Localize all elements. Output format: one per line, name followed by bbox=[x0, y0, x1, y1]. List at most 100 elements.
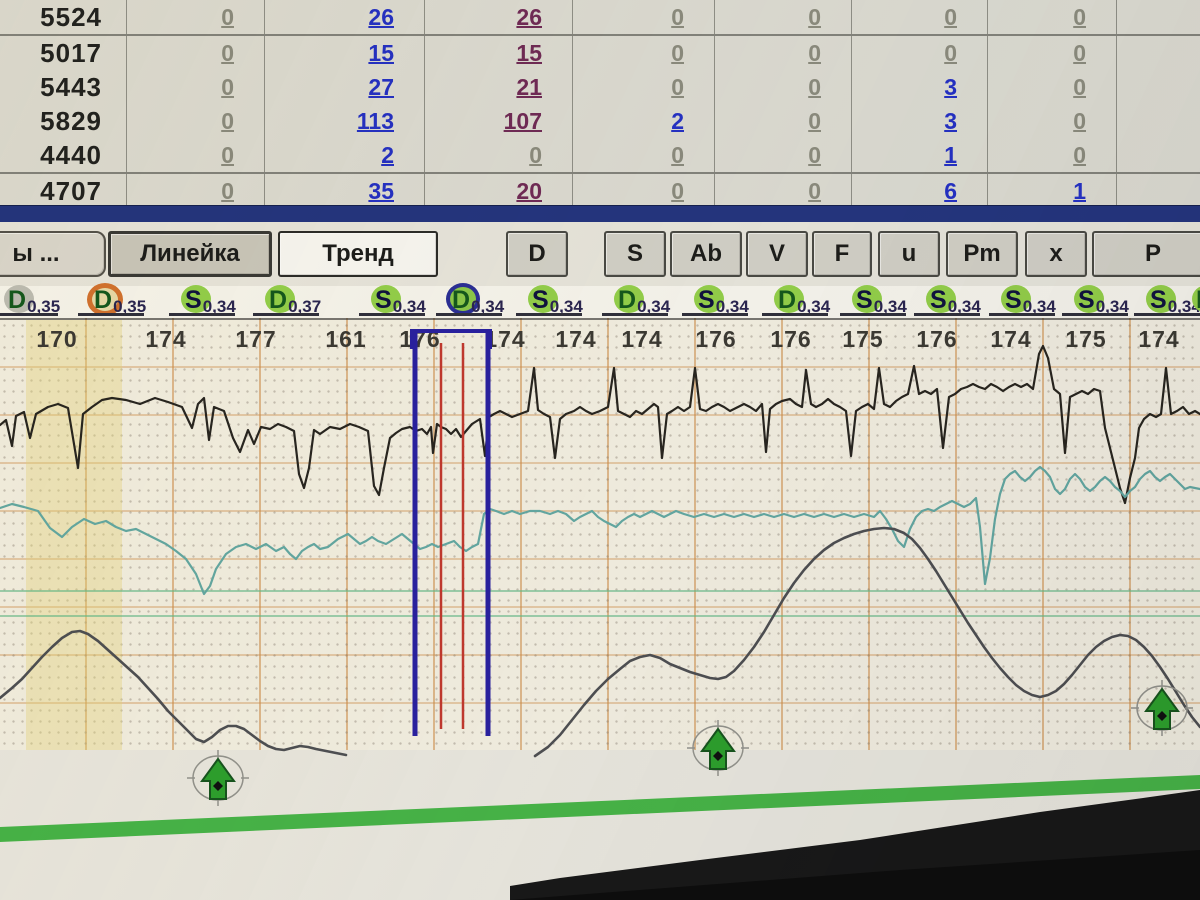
table-cell-link[interactable]: 0 bbox=[221, 107, 234, 134]
beat-interval-value: 0,34 bbox=[1095, 297, 1129, 316]
table-cell-link[interactable]: 35 bbox=[368, 177, 394, 204]
beat-letter: S bbox=[856, 286, 873, 314]
beat-rate-value: 176 bbox=[770, 326, 812, 352]
beat-underline bbox=[436, 313, 502, 316]
table-cell-link[interactable]: 20 bbox=[516, 177, 542, 204]
table-cell-link[interactable]: 107 bbox=[503, 107, 542, 134]
table-cell-link[interactable]: 0 bbox=[671, 141, 684, 168]
table-cell-link[interactable]: 0 bbox=[221, 3, 234, 30]
table-cell: 0 bbox=[127, 70, 265, 104]
beat-letter: D bbox=[269, 286, 288, 314]
table-cell-link[interactable]: 0 bbox=[221, 141, 234, 168]
table-cell-link[interactable]: 0 bbox=[808, 3, 821, 30]
beat-badge[interactable]: D0,35 bbox=[0, 285, 60, 318]
beat-rate-value: 174 bbox=[621, 326, 663, 352]
table-cell-link[interactable]: 0 bbox=[808, 73, 821, 100]
beat-badge[interactable]: S0,34 bbox=[914, 285, 981, 318]
beat-badge[interactable]: S0,34 bbox=[516, 285, 583, 318]
beat-underline bbox=[914, 313, 980, 316]
beat-letter: S bbox=[185, 286, 202, 314]
table-cell: 0 bbox=[573, 70, 715, 104]
table-row-header-cell: 5443 bbox=[0, 70, 127, 104]
table-cell: 1 bbox=[988, 174, 1117, 205]
beat-interval-value: 0,34 bbox=[392, 297, 426, 316]
table-cell-link[interactable]: 2 bbox=[381, 141, 394, 168]
table-cell: 0 bbox=[852, 0, 988, 34]
table-cell-link[interactable]: 2 bbox=[671, 107, 684, 134]
table-cell-link[interactable]: 15 bbox=[516, 39, 542, 66]
event-arrow-marker[interactable] bbox=[187, 750, 249, 806]
beat-interval-value: 0,34 bbox=[549, 297, 583, 316]
beat-badge[interactable]: S0,34 bbox=[359, 285, 426, 318]
table-cell-link[interactable]: 0 bbox=[808, 39, 821, 66]
table-cell-link[interactable]: 0 bbox=[1073, 39, 1086, 66]
table-cell-link[interactable]: 0 bbox=[221, 177, 234, 204]
table-cell-link[interactable]: 3 bbox=[944, 73, 957, 100]
beat-badge[interactable]: S0,34 bbox=[840, 285, 907, 318]
table-cell-empty bbox=[1117, 174, 1200, 205]
table-cell-link[interactable]: 0 bbox=[671, 3, 684, 30]
beat-badge[interactable]: S0,34 bbox=[989, 285, 1056, 318]
table-cell: 15 bbox=[425, 36, 573, 70]
toolbar-button-линейка[interactable]: Линейка bbox=[108, 231, 272, 277]
beat-badge[interactable]: D bbox=[1192, 285, 1200, 318]
toolbar-button-pm[interactable]: Pm bbox=[946, 231, 1018, 277]
toolbar-button-ы[interactable]: ы ... bbox=[0, 231, 106, 277]
beat-rate-value: 174 bbox=[1138, 326, 1180, 352]
toolbar-button-v[interactable]: V bbox=[746, 231, 808, 277]
table-cell-link[interactable]: 0 bbox=[808, 141, 821, 168]
trend-chart-area: 170 174 177 161 176 174 174 174 176 176 175 176 174 1… bbox=[0, 318, 1200, 750]
beat-letter: S bbox=[532, 286, 549, 314]
beat-underline bbox=[682, 313, 748, 316]
beat-interval-value: 0,34 bbox=[873, 297, 907, 316]
table-cell-link[interactable]: 0 bbox=[671, 177, 684, 204]
beat-badge[interactable]: S0,34 bbox=[682, 285, 749, 318]
table-cell-link[interactable]: 27 bbox=[368, 73, 394, 100]
beat-badge[interactable]: S0,34 bbox=[1134, 285, 1200, 318]
table-cell-link[interactable]: 0 bbox=[944, 39, 957, 66]
table-cell-link[interactable]: 0 bbox=[1073, 3, 1086, 30]
toolbar-button-f[interactable]: F bbox=[812, 231, 872, 277]
beat-badge[interactable]: S0,34 bbox=[1062, 285, 1129, 318]
table-cell-link[interactable]: 0 bbox=[944, 3, 957, 30]
toolbar-button-ab[interactable]: Ab bbox=[670, 231, 742, 277]
table-cell-link[interactable]: 0 bbox=[221, 73, 234, 100]
toolbar-button-d[interactable]: D bbox=[506, 231, 568, 277]
beat-badge[interactable]: S0,34 bbox=[169, 285, 236, 318]
table-cell-link[interactable]: 0 bbox=[221, 39, 234, 66]
table-cell-link[interactable]: 0 bbox=[1073, 107, 1086, 134]
table-cell-link[interactable]: 113 bbox=[356, 107, 394, 134]
beat-badge[interactable]: D0,34 bbox=[602, 285, 670, 318]
toolbar-button-x[interactable]: x bbox=[1025, 231, 1087, 277]
table-cell: 0 bbox=[425, 138, 573, 172]
table-cell-link[interactable]: 0 bbox=[671, 39, 684, 66]
table-cell-link[interactable]: 0 bbox=[1073, 73, 1086, 100]
table-cell-link[interactable]: 26 bbox=[516, 3, 542, 30]
beat-badge[interactable]: D0,37 bbox=[253, 285, 321, 318]
beat-rate-value: 176 bbox=[695, 326, 737, 352]
table-cell-link[interactable]: 0 bbox=[808, 177, 821, 204]
beat-badge[interactable]: D0,34 bbox=[762, 285, 830, 318]
table-cell-link[interactable]: 15 bbox=[368, 39, 394, 66]
toolbar-button-тренд[interactable]: Тренд bbox=[278, 231, 438, 277]
table-cell-link[interactable]: 21 bbox=[516, 73, 542, 100]
beat-circle-marker bbox=[1192, 285, 1200, 313]
table-cell-link[interactable]: 0 bbox=[808, 107, 821, 134]
table-cell-link[interactable]: 0 bbox=[671, 73, 684, 100]
table-cell-link[interactable]: 1 bbox=[944, 141, 957, 168]
table-cell-link[interactable]: 6 bbox=[944, 177, 957, 204]
table-cell-link[interactable]: 3 bbox=[944, 107, 957, 134]
toolbar-button-u[interactable]: u bbox=[878, 231, 940, 277]
table-cell-link[interactable]: 0 bbox=[1073, 141, 1086, 168]
toolbar-button-s[interactable]: S bbox=[604, 231, 666, 277]
beat-underline bbox=[1062, 313, 1128, 316]
beat-badge[interactable]: D0,34 bbox=[436, 283, 504, 318]
toolbar-button-p[interactable]: P bbox=[1092, 231, 1200, 277]
table-cell-link[interactable]: 26 bbox=[368, 3, 394, 30]
beat-circle-marker bbox=[852, 285, 882, 313]
table-cell-link[interactable]: 1 bbox=[1073, 177, 1086, 204]
beat-badge[interactable]: D0,35 bbox=[78, 283, 146, 318]
table-cell-link[interactable]: 0 bbox=[529, 141, 542, 168]
